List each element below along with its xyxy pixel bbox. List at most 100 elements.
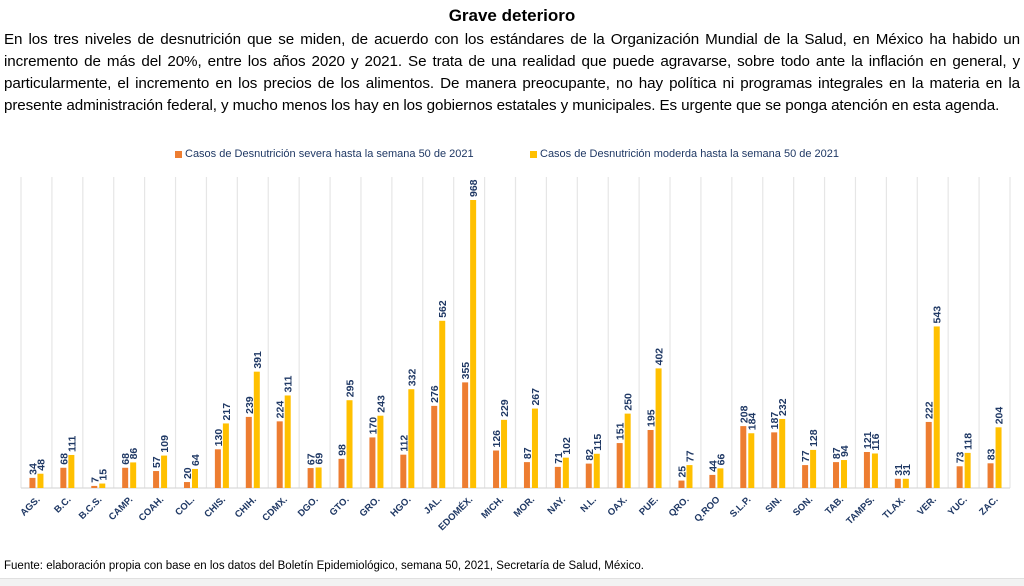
bar-moderate bbox=[161, 455, 168, 488]
bar-moderate bbox=[748, 433, 755, 488]
bar-severe bbox=[894, 478, 901, 488]
data-label-moderate: 69 bbox=[314, 453, 326, 465]
data-label-severe: 224 bbox=[275, 401, 287, 419]
data-label-moderate: 77 bbox=[684, 450, 696, 462]
bar-moderate bbox=[779, 418, 786, 488]
category-label: CDMX. bbox=[260, 494, 289, 523]
bar-severe bbox=[678, 480, 685, 488]
data-label-moderate: 217 bbox=[221, 403, 233, 421]
bar-moderate bbox=[253, 371, 260, 488]
data-label-moderate: 48 bbox=[35, 459, 47, 471]
legend-item-severe: Casos de Desnutrición severa hasta la se… bbox=[175, 148, 474, 160]
category-label: GRO. bbox=[358, 494, 383, 519]
data-label-moderate: 15 bbox=[97, 469, 109, 481]
data-label-severe: 195 bbox=[646, 409, 658, 427]
bar-moderate bbox=[501, 419, 508, 488]
data-label-severe: 44 bbox=[707, 460, 719, 472]
data-label-severe: 170 bbox=[367, 417, 379, 435]
bar-severe bbox=[91, 485, 98, 488]
bar-moderate bbox=[933, 326, 940, 488]
data-label-severe: 98 bbox=[337, 444, 349, 456]
bar-severe bbox=[833, 462, 840, 488]
bar-severe bbox=[60, 467, 67, 488]
category-label: TLAX. bbox=[881, 494, 908, 521]
category-label: OAX. bbox=[606, 494, 630, 518]
category-label: SIN. bbox=[763, 494, 784, 515]
bar-severe bbox=[369, 437, 376, 488]
category-label: N.L. bbox=[578, 494, 598, 514]
data-label-moderate: 184 bbox=[746, 413, 758, 431]
data-label-severe: 222 bbox=[924, 401, 936, 419]
category-label: S.L.P. bbox=[728, 494, 754, 520]
bar-moderate bbox=[377, 415, 384, 488]
bar-severe bbox=[400, 454, 407, 488]
data-label-moderate: 204 bbox=[994, 407, 1006, 425]
category-label: B.C.S. bbox=[77, 494, 105, 522]
bar-moderate bbox=[439, 320, 446, 488]
data-label-severe: 112 bbox=[398, 435, 410, 452]
category-label: TAB. bbox=[823, 494, 846, 517]
bar-moderate bbox=[531, 408, 538, 488]
bar-moderate bbox=[408, 389, 415, 488]
bar-severe bbox=[276, 421, 283, 488]
bar-severe bbox=[616, 443, 623, 488]
data-label-moderate: 295 bbox=[345, 380, 357, 398]
bar-severe bbox=[863, 452, 870, 488]
bar-severe bbox=[214, 449, 221, 488]
bar-moderate bbox=[902, 478, 909, 488]
bar-severe bbox=[462, 382, 469, 488]
bar-severe bbox=[153, 471, 160, 488]
data-label-severe: 130 bbox=[213, 429, 225, 447]
data-label-moderate: 232 bbox=[777, 398, 789, 416]
bar-severe bbox=[493, 450, 500, 488]
data-label-moderate: 64 bbox=[190, 454, 202, 466]
category-label: DGO. bbox=[296, 494, 321, 519]
bar-moderate bbox=[655, 368, 662, 488]
data-label-moderate: 66 bbox=[715, 454, 727, 466]
bar-severe bbox=[122, 467, 129, 488]
bar-severe bbox=[771, 432, 778, 488]
data-label-moderate: 116 bbox=[870, 433, 882, 450]
data-label-moderate: 267 bbox=[530, 388, 542, 406]
bar-severe bbox=[956, 466, 963, 488]
legend-label-severe: Casos de Desnutrición severa hasta la se… bbox=[185, 148, 474, 160]
category-label: COAH. bbox=[137, 494, 166, 523]
bar-moderate bbox=[717, 468, 724, 488]
category-label: HGO. bbox=[389, 494, 414, 519]
bar-moderate bbox=[810, 449, 817, 488]
bar-severe bbox=[740, 426, 747, 488]
category-label: VER. bbox=[915, 494, 938, 517]
category-label: B.C. bbox=[52, 494, 73, 515]
data-label-severe: 87 bbox=[831, 447, 843, 459]
legend-swatch-moderate bbox=[530, 150, 537, 158]
data-label-severe: 57 bbox=[151, 456, 163, 468]
bar-moderate bbox=[37, 473, 44, 488]
bar-severe bbox=[987, 463, 994, 488]
data-label-severe: 82 bbox=[584, 449, 596, 461]
data-label-moderate: 311 bbox=[283, 375, 295, 392]
category-label: MOR. bbox=[512, 494, 537, 519]
data-label-moderate: 94 bbox=[839, 445, 851, 457]
data-label-severe: 276 bbox=[429, 385, 441, 403]
bar-moderate bbox=[841, 460, 848, 488]
data-label-severe: 187 bbox=[769, 412, 781, 430]
bar-moderate bbox=[191, 468, 198, 488]
bar-severe bbox=[431, 405, 438, 488]
data-label-severe: 83 bbox=[986, 448, 998, 460]
category-label: MICH. bbox=[479, 494, 506, 521]
data-label-severe: 71 bbox=[553, 452, 565, 464]
bar-severe bbox=[647, 429, 654, 488]
bar-chart: 3448AGS.68111B.C.715B.C.S.6886CAMP.57109… bbox=[18, 177, 1011, 533]
data-label-severe: 31 bbox=[893, 464, 905, 476]
data-label-severe: 355 bbox=[460, 362, 472, 380]
bar-moderate bbox=[624, 413, 631, 488]
chart-legend: Casos de Desnutrición severa hasta la se… bbox=[0, 148, 1024, 164]
data-label-severe: 68 bbox=[58, 453, 70, 465]
data-label-severe: 208 bbox=[738, 405, 750, 423]
bar-moderate bbox=[315, 467, 322, 488]
data-label-severe: 25 bbox=[676, 466, 688, 478]
bar-severe bbox=[925, 421, 932, 488]
data-label-severe: 7 bbox=[89, 477, 101, 483]
intro-paragraph: En los tres niveles de desnutrición que … bbox=[4, 31, 1020, 114]
data-label-moderate: 31 bbox=[901, 464, 913, 476]
